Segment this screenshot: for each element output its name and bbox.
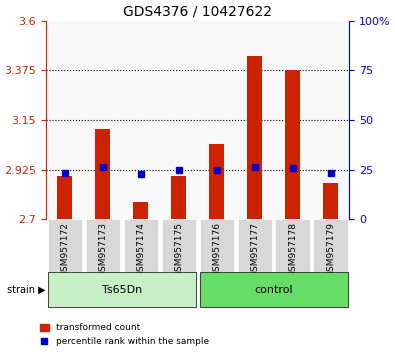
Text: GSM957178: GSM957178	[288, 222, 297, 277]
Text: GSM957177: GSM957177	[250, 222, 259, 277]
Bar	[95, 129, 111, 219]
Text: GSM957174: GSM957174	[136, 222, 145, 277]
FancyBboxPatch shape	[314, 219, 348, 272]
FancyBboxPatch shape	[275, 219, 310, 272]
Bar	[57, 176, 72, 219]
FancyBboxPatch shape	[162, 219, 196, 272]
Text: GSM957172: GSM957172	[60, 222, 70, 277]
Bar	[285, 70, 300, 219]
Bar	[133, 201, 149, 219]
Text: control: control	[254, 285, 293, 295]
FancyBboxPatch shape	[237, 219, 272, 272]
Bar	[247, 56, 262, 219]
FancyBboxPatch shape	[199, 219, 234, 272]
Text: GSM957175: GSM957175	[174, 222, 183, 277]
Bar	[209, 144, 224, 219]
Text: GSM957173: GSM957173	[98, 222, 107, 277]
Text: GSM957176: GSM957176	[212, 222, 221, 277]
Title: GDS4376 / 10427622: GDS4376 / 10427622	[123, 4, 272, 18]
Text: Ts65Dn: Ts65Dn	[102, 285, 142, 295]
FancyBboxPatch shape	[124, 219, 158, 272]
Legend: transformed count, percentile rank within the sample: transformed count, percentile rank withi…	[36, 320, 213, 349]
Text: strain ▶: strain ▶	[7, 285, 46, 295]
Bar	[323, 183, 338, 219]
FancyBboxPatch shape	[48, 219, 82, 272]
FancyBboxPatch shape	[86, 219, 120, 272]
Bar	[171, 176, 186, 219]
FancyBboxPatch shape	[199, 272, 348, 307]
FancyBboxPatch shape	[48, 272, 196, 307]
Text: GSM957179: GSM957179	[326, 222, 335, 277]
